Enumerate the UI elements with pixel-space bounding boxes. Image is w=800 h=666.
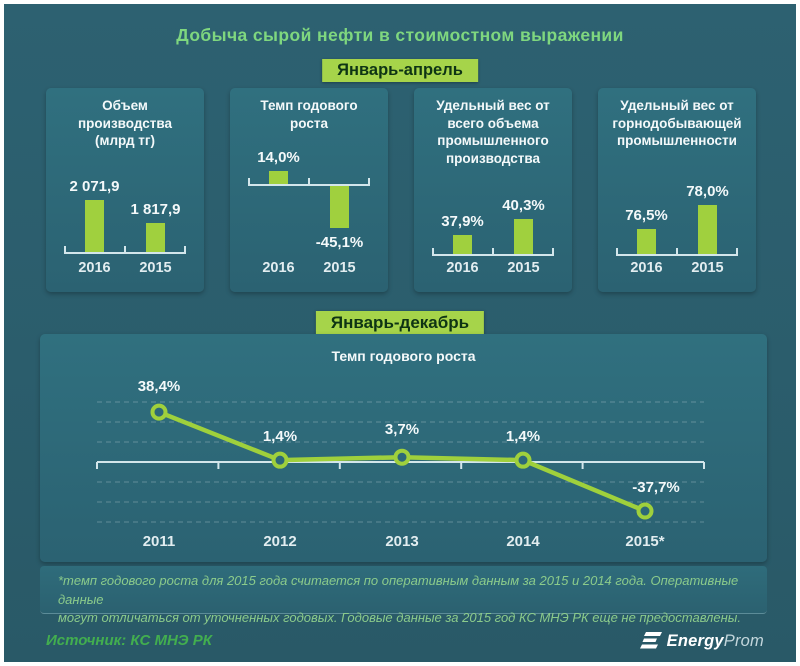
footnote: *темп годового роста для 2015 года счита… <box>40 566 767 625</box>
year-label: 2016 <box>446 260 479 276</box>
axis-tick <box>64 246 66 252</box>
mini-chart-title-line: (млрд тг) <box>94 133 156 148</box>
mini-chart-title: Объем производства (млрд тг) <box>50 97 200 150</box>
energyprom-logo: EnergyProm <box>639 631 764 651</box>
bar-2015 <box>698 205 717 254</box>
data-point-2015* <box>636 502 654 520</box>
mini-chart-title: Темп годового роста <box>234 97 384 132</box>
mini-chart-title-line: производства <box>78 115 172 131</box>
bar-value-label: 1 817,9 <box>130 201 181 218</box>
bar-value-label: 40,3% <box>502 197 545 214</box>
mini-chart-title-line: Удельный вес от <box>620 98 734 113</box>
data-point-2012 <box>271 451 289 469</box>
line-chart-title: Темп годового роста <box>331 348 476 364</box>
mini-chart-title-line: промышленного <box>437 133 549 148</box>
mini-chart-panel-3: Удельный вес от всего объема промышленного… <box>414 88 572 292</box>
bar-2016 <box>637 229 656 254</box>
point-label: 3,7% <box>385 421 419 438</box>
x-tick-label: 2012 <box>263 533 296 550</box>
bar-2015 <box>146 223 165 252</box>
year-label: 2016 <box>262 260 295 276</box>
mini-chart-title-line: производства <box>446 150 540 166</box>
mini-chart-panel-2: Темп годового роста 14,0% 2016 -45,1% 2015 <box>230 88 388 292</box>
mini-chart-title-line: промышленности <box>617 133 737 148</box>
mini-chart-title-line: Удельный вес от <box>436 98 550 113</box>
axis-tick <box>676 248 678 254</box>
mini-axis <box>432 254 554 256</box>
axis-tick <box>368 178 370 184</box>
axis-tick <box>616 248 618 254</box>
bar-value-label: -45,1% <box>315 234 364 251</box>
axis-tick <box>124 246 126 252</box>
bar-value-label: 2 071,9 <box>69 178 120 195</box>
mini-chart-title: Удельный вес от всего объема промышленного… <box>418 97 568 167</box>
x-tick-label: 2011 <box>143 533 176 550</box>
footnote-line-2: могут отличаться от уточненных годовых. … <box>58 610 741 625</box>
mini-chart-title-line: роста <box>290 115 328 131</box>
energyprom-wordmark: EnergyProm <box>667 632 764 651</box>
mini-chart-title: Удельный вес от горнодобывающей промышленн… <box>602 97 752 150</box>
year-label: 2015 <box>507 260 540 276</box>
x-tick-label: 2013 <box>385 533 418 550</box>
year-label: 2016 <box>78 260 111 276</box>
point-label: 38,4% <box>138 378 181 395</box>
logo-energy: Energy <box>666 631 724 650</box>
axis-tick <box>552 248 554 254</box>
bar-value-label: 78,0% <box>686 183 729 200</box>
bar-value-label: 76,5% <box>625 207 668 224</box>
footnote-line-1: *темп годового роста для 2015 года счита… <box>58 573 739 607</box>
period-badge-top: Январь-апрель <box>322 59 478 82</box>
data-point-2013 <box>393 448 411 466</box>
x-tick-label: 2015* <box>625 533 664 550</box>
bar-value-label: 37,9% <box>441 213 484 230</box>
axis-tick <box>492 248 494 254</box>
bar-value-label: 14,0% <box>257 149 300 166</box>
point-label: 1,4% <box>263 428 297 445</box>
bar-2016 <box>453 235 472 254</box>
bar-2015 <box>330 186 349 228</box>
mini-chart-title-line: Объем <box>102 98 148 113</box>
year-label: 2015 <box>691 260 724 276</box>
mini-chart-title-line: горнодобывающей <box>612 115 742 131</box>
mini-chart-panel-4: Удельный вес от горнодобывающей промышленн… <box>598 88 756 292</box>
bar-2015 <box>514 219 533 254</box>
point-label: 1,4% <box>506 428 540 445</box>
axis-tick <box>432 248 434 254</box>
axis-tick <box>248 178 250 184</box>
point-label: -37,7% <box>632 479 680 496</box>
logo-prom: Prom <box>723 631 764 650</box>
mini-chart-title-line: Темп годового <box>260 98 358 113</box>
mini-axis <box>64 252 186 254</box>
axis-tick <box>184 246 186 252</box>
mini-axis <box>248 184 370 186</box>
axis-tick <box>308 178 310 184</box>
year-label: 2016 <box>630 260 663 276</box>
line-chart-panel: Темп годового роста 38,4% 1,4% 3,7% 1,4% -37… <box>40 334 767 562</box>
x-tick-label: 2014 <box>506 533 540 550</box>
year-label: 2015 <box>139 260 172 276</box>
bar-2016 <box>85 200 104 252</box>
line-chart: 38,4% 1,4% 3,7% 1,4% -37,7% 2011 2012 2013 2014 2… <box>96 378 705 550</box>
bar-2016 <box>269 171 288 184</box>
mini-chart-panel-1: Объем производства (млрд тг) 2 071,9 2016 1 8… <box>46 88 204 292</box>
data-point-2011 <box>150 403 168 421</box>
period-badge-bottom: Январь-декабрь <box>315 311 485 335</box>
year-label: 2015 <box>323 260 356 276</box>
page-title: Добыча сырой нефти в стоимостном выражен… <box>176 25 624 45</box>
source-label: Источник: КС МНЭ РК <box>46 632 212 649</box>
mini-chart-title-line: всего объема <box>447 115 539 131</box>
axis-tick <box>736 248 738 254</box>
mini-axis <box>616 254 738 256</box>
data-point-2014 <box>514 451 532 469</box>
energyprom-stripes-icon <box>639 632 662 649</box>
